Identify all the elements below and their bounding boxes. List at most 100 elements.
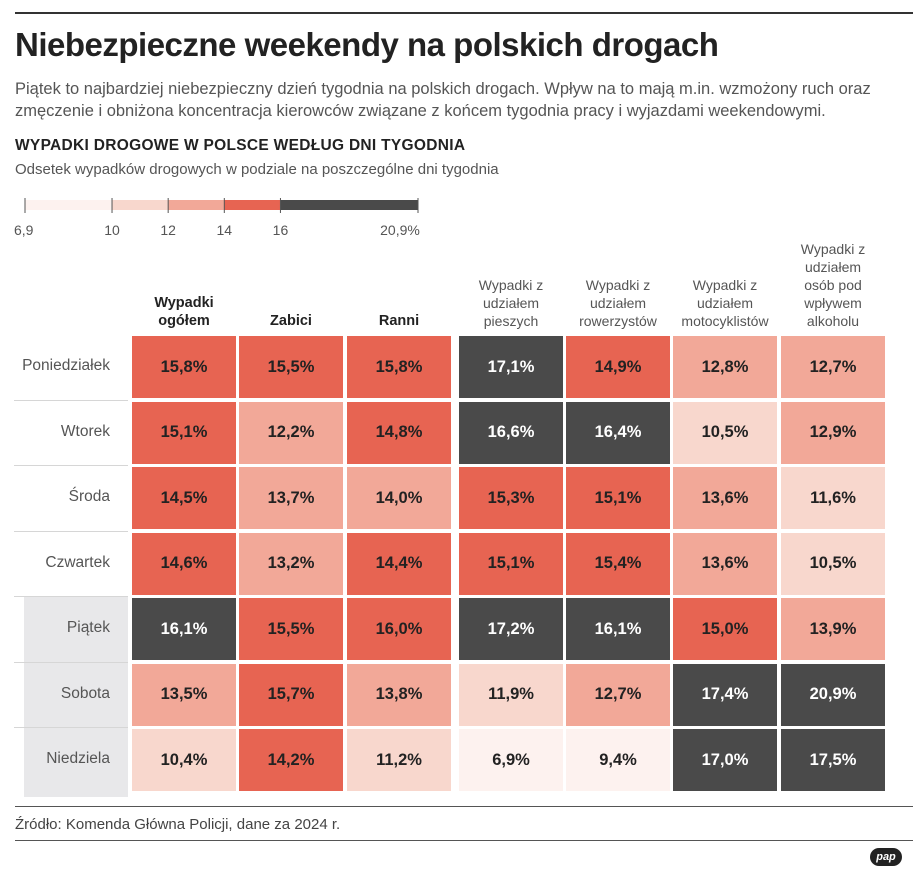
heatmap-cell: 17,4% (673, 663, 777, 726)
heatmap-cell: 12,8% (673, 336, 777, 398)
heatmap-cell: 15,5% (239, 336, 343, 398)
column-header-line: rowerzystów (579, 313, 657, 329)
heatmap-cell: 17,2% (459, 598, 563, 660)
heatmap-cell: 12,7% (566, 663, 670, 726)
heatmap-cell: 12,9% (781, 401, 885, 464)
footer-rule (15, 840, 913, 841)
heatmap-cell: 14,4% (347, 532, 451, 595)
column-header: Wypadki ogółem (132, 294, 236, 330)
heatmap-cell: 15,5% (239, 598, 343, 660)
column-header-line: motocyklistów (681, 313, 769, 329)
chart-subtitle: Odsetek wypadków drogowych w podziale na… (15, 161, 499, 178)
legend-bin-2 (168, 200, 225, 210)
column-header: Wypadki z udziałem pieszych (459, 276, 563, 330)
column-header: Wypadki z udziałem rowerzystów (566, 276, 670, 330)
heatmap-cell: 13,2% (239, 532, 343, 595)
column-header-line: Wypadki (154, 295, 214, 311)
row-separator (14, 530, 128, 532)
column-header-line: pieszych (483, 313, 539, 329)
row-label: Piątek (66, 619, 110, 636)
legend-bin-0 (25, 200, 113, 210)
heatmap-cell: 13,8% (347, 663, 451, 726)
heatmap-cell: 15,3% (459, 467, 563, 529)
heatmap-cell: 16,1% (132, 598, 236, 660)
heatmap-cell: 17,1% (459, 336, 563, 398)
column-header-line: osób pod (804, 277, 862, 293)
heatmap-cell: 16,0% (347, 598, 451, 660)
page-title: Niebezpieczne weekendy na polskich droga… (15, 26, 719, 63)
row-label: Czwartek (45, 553, 110, 571)
column-header-line: wpływem (804, 295, 862, 311)
heatmap-cell: 16,6% (459, 401, 563, 464)
heatmap-cell: 15,1% (132, 401, 236, 464)
heatmap-cell: 13,9% (781, 598, 885, 660)
legend-tick-label: 20,9% (380, 222, 420, 238)
column-header-line: alkoholu (806, 313, 860, 329)
heatmap-cell: 12,2% (239, 401, 343, 464)
heatmap-cell: 13,5% (132, 663, 236, 726)
heatmap-cell: 15,8% (132, 336, 236, 398)
row-label: Wtorek (60, 422, 110, 440)
legend-bin-4 (280, 200, 418, 210)
legend-bin-3 (224, 200, 281, 210)
heatmap-cell: 15,0% (673, 598, 777, 660)
heatmap-cell: 14,9% (566, 336, 670, 398)
heatmap-cell: 10,5% (781, 532, 885, 595)
legend-tick-label: 14 (217, 222, 233, 238)
heatmap-cell: 20,9% (781, 663, 885, 726)
heatmap-cell: 14,5% (132, 467, 236, 529)
heatmap-cell: 13,6% (673, 467, 777, 529)
heatmap-cell: 13,6% (673, 532, 777, 595)
heatmap-cell: 14,0% (347, 467, 451, 529)
heatmap-cell: 16,1% (566, 598, 670, 660)
heatmap-cell: 15,4% (566, 532, 670, 595)
column-header: Wypadki z udziałem osób pod wpływem alkoholu (781, 240, 885, 330)
legend-tick-label: 10 (104, 222, 120, 238)
chart-title: WYPADKI DROGOWE W POLSCE WEDŁUG DNI TYGO… (15, 137, 466, 154)
column-header-line: Wypadki z (692, 277, 758, 293)
pap-logo: pap (870, 848, 902, 866)
column-header: Wypadki z udziałem motocyklistów (673, 276, 777, 330)
legend-bin-1 (112, 200, 169, 210)
heatmap-cell: 14,2% (239, 729, 343, 791)
column-header-line: Ranni (378, 313, 420, 329)
heatmap-cell: 17,5% (781, 729, 885, 791)
legend-tick-label: 6,9 (14, 222, 34, 238)
heatmap-cell: 14,6% (132, 532, 236, 595)
row-separator (14, 661, 128, 663)
column-header-line: Wypadki z (800, 241, 866, 257)
row-label: Niedziela (46, 750, 110, 767)
heatmap-cell: 15,1% (459, 532, 563, 595)
column-header-line: ogółem (158, 313, 210, 329)
top-rule (15, 12, 913, 14)
heatmap-cell: 10,4% (132, 729, 236, 791)
heatmap-cell: 14,8% (347, 401, 451, 464)
row-separator (14, 727, 128, 728)
page-subtitle: Piątek to najbardziej niebezpieczny dzie… (15, 80, 871, 120)
heatmap-cell: 9,4% (566, 729, 670, 791)
column-header: Ranni (347, 312, 451, 330)
heatmap-cell: 15,1% (566, 467, 670, 529)
heatmap-cell: 10,5% (673, 401, 777, 464)
column-header: Zabici (239, 312, 343, 330)
column-header-line: Wypadki z (585, 277, 651, 293)
source-note: Źródło: Komenda Główna Policji, dane za … (15, 816, 341, 833)
heatmap-cell: 11,9% (459, 663, 563, 726)
column-header-line: udziałem (696, 295, 754, 311)
heatmap-cell: 15,7% (239, 663, 343, 726)
column-header-line: Wypadki z (478, 277, 544, 293)
heatmap-cell: 6,9% (459, 729, 563, 791)
row-label: Środa (68, 488, 110, 505)
column-header-line: udziałem (589, 295, 647, 311)
weekend-highlight (24, 596, 128, 797)
row-label: Sobota (60, 684, 110, 702)
row-separator (14, 596, 128, 597)
heatmap-cell: 12,7% (781, 336, 885, 398)
column-header-line: udziałem (482, 295, 540, 311)
column-header-line: Zabici (270, 313, 312, 329)
bottom-rule (15, 806, 913, 807)
row-separator (14, 399, 128, 401)
legend-tick-label: 12 (160, 222, 176, 238)
heatmap-cell: 17,0% (673, 729, 777, 791)
heatmap-cell: 11,2% (347, 729, 451, 791)
